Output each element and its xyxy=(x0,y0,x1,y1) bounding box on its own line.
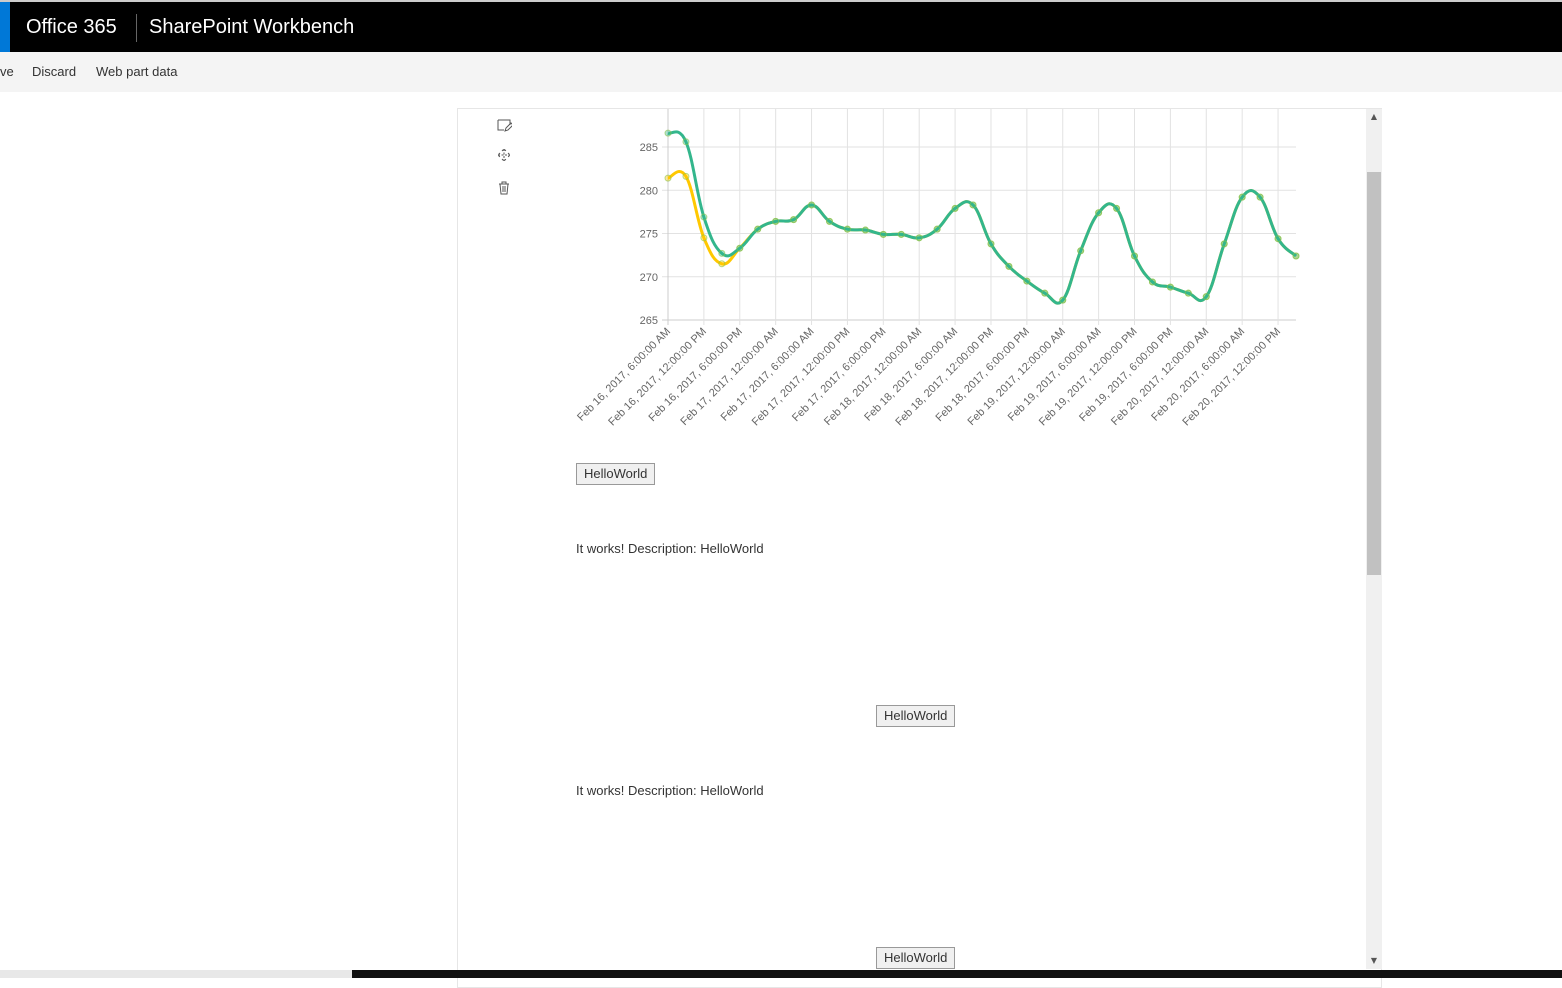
web-part-data-button[interactable]: Web part data xyxy=(96,64,178,79)
brand-label[interactable]: Office 365 xyxy=(26,16,117,38)
taskbar xyxy=(0,970,1562,978)
move-icon[interactable] xyxy=(496,147,512,163)
helloworld-button[interactable]: HelloWorld xyxy=(876,947,956,969)
helloworld-button[interactable]: HelloWorld xyxy=(876,705,956,727)
edit-icon[interactable] xyxy=(496,117,514,133)
helloworld-button[interactable]: HelloWorld xyxy=(576,463,656,485)
suite-bar: Office 365 SharePoint Workbench xyxy=(0,0,1562,52)
discard-button[interactable]: Discard xyxy=(32,64,77,79)
description-text: It works! Description: HelloWorld xyxy=(576,783,764,798)
delete-icon[interactable] xyxy=(496,180,512,196)
app-title: SharePoint Workbench xyxy=(149,16,355,38)
divider xyxy=(136,14,137,42)
command-bar: ve Discard Web part data xyxy=(0,52,1562,92)
app-launcher[interactable] xyxy=(0,2,10,52)
scroll-up-icon[interactable]: ▲ xyxy=(1370,112,1378,121)
scroll-down-icon[interactable]: ▼ xyxy=(1370,956,1378,965)
scrollbar-thumb[interactable] xyxy=(1367,172,1381,575)
description-text: It works! Description: HelloWorld xyxy=(576,541,764,556)
save-button[interactable]: ve xyxy=(0,64,14,79)
horizontal-scrollbar[interactable] xyxy=(0,970,352,978)
